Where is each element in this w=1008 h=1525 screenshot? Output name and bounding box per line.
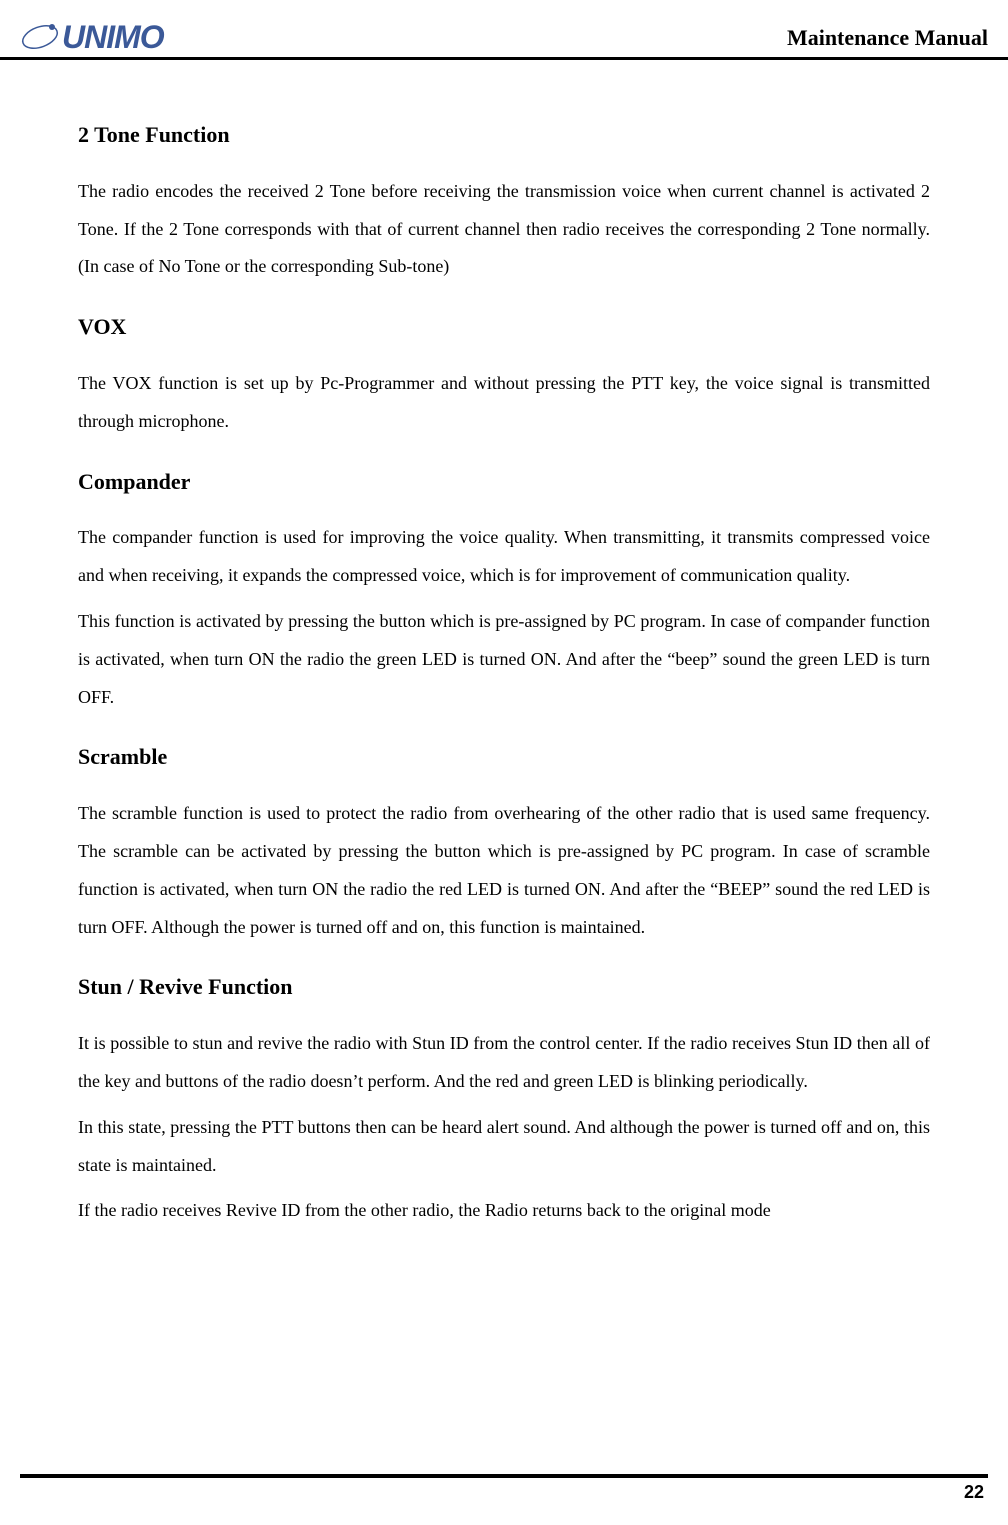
paragraph-compander-1: The compander function is used for impro… (78, 519, 930, 595)
heading-compander: Compander (78, 467, 930, 498)
heading-scramble: Scramble (78, 742, 930, 773)
page-number: 22 (964, 1482, 988, 1502)
heading-2tone: 2 Tone Function (78, 120, 930, 151)
paragraph-stun-1: It is possible to stun and revive the ra… (78, 1025, 930, 1101)
page-content: 2 Tone Function The radio encodes the re… (0, 60, 1008, 1278)
logo-text: UNIMO (62, 19, 164, 56)
paragraph-compander-2: This function is activated by pressing t… (78, 603, 930, 716)
paragraph-scramble-1: The scramble function is used to protect… (78, 795, 930, 946)
header-title: Maintenance Manual (787, 25, 988, 57)
page-footer: 22 (20, 1474, 988, 1503)
logo-swoosh-icon (20, 17, 60, 57)
paragraph-vox-1: The VOX function is set up by Pc-Program… (78, 365, 930, 441)
paragraph-2tone-1: The radio encodes the received 2 Tone be… (78, 173, 930, 286)
heading-stun-revive: Stun / Revive Function (78, 972, 930, 1003)
heading-vox: VOX (78, 312, 930, 343)
page-header: UNIMO Maintenance Manual (0, 0, 1008, 60)
logo: UNIMO (20, 17, 164, 57)
paragraph-stun-3: If the radio receives Revive ID from the… (78, 1192, 930, 1230)
paragraph-stun-2: In this state, pressing the PTT buttons … (78, 1109, 930, 1185)
